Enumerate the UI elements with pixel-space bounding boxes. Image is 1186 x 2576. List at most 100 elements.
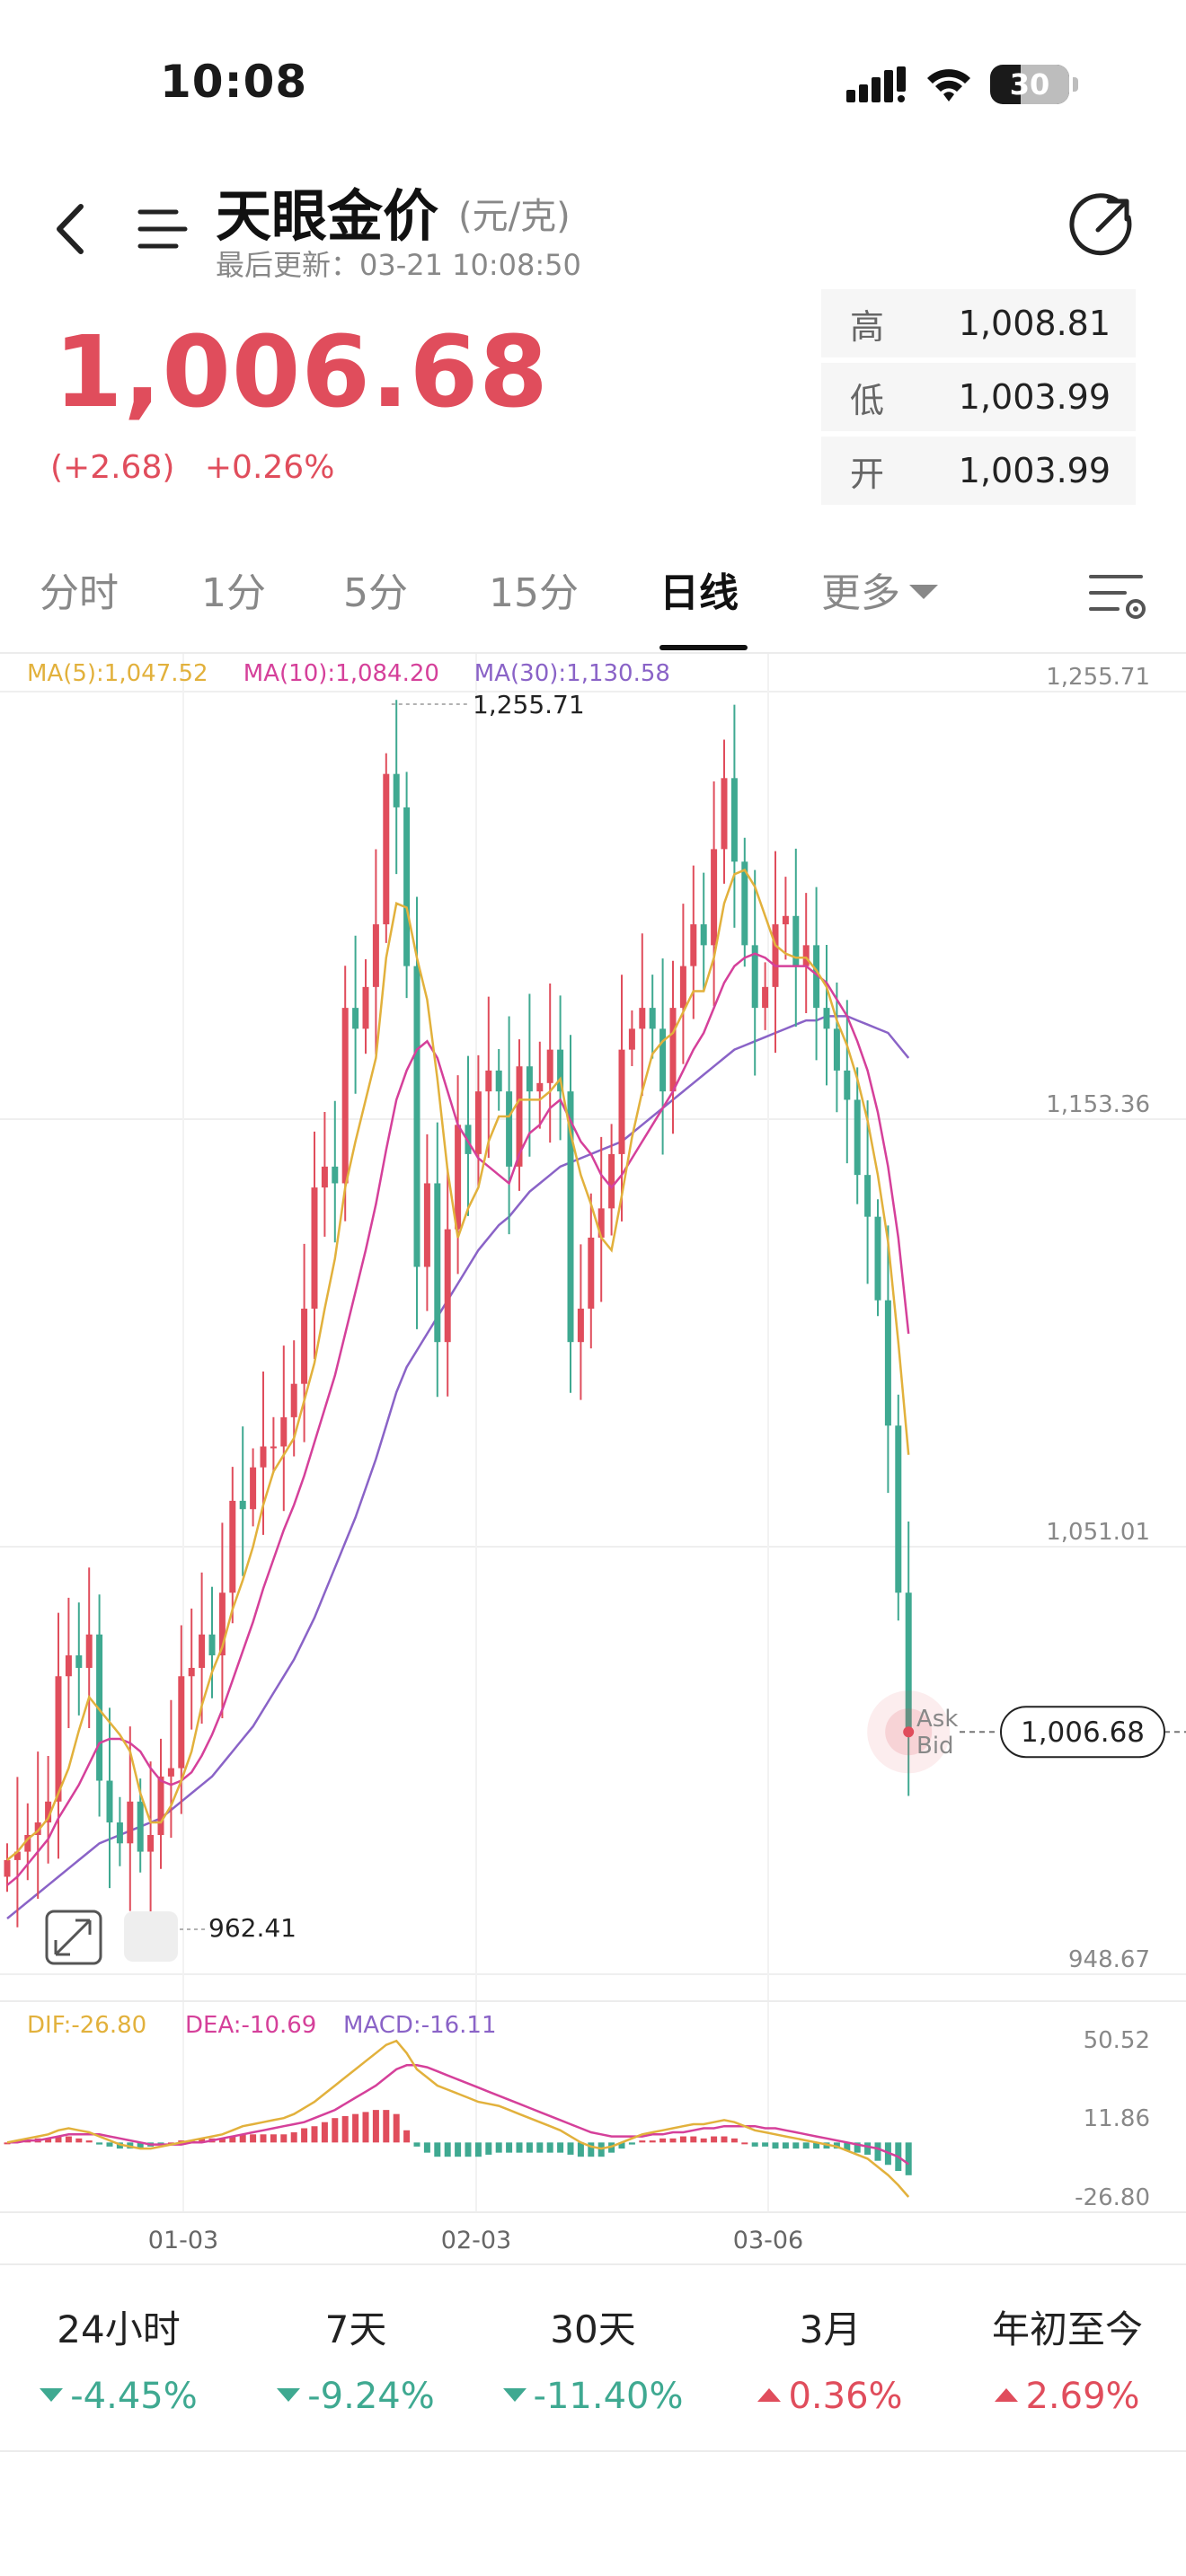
return-label: 24小时 [57,2307,181,2351]
period-returns: 24小时 -4.45% 7天 -9.24% 30天 -11.40% 3月 0.3… [0,2263,1186,2452]
return-value: -9.24% [237,2376,474,2417]
macd-bar [85,2140,93,2143]
return-3m[interactable]: 3月 0.36% [712,2265,949,2450]
macd-bar [813,2142,820,2149]
bid-label: Bid [916,1733,954,1760]
last-price-pill [1000,1706,1165,1759]
back-icon[interactable] [45,198,99,260]
candle-body [751,945,758,1009]
macd-bar [526,2142,533,2153]
macd-bar [137,2142,144,2149]
return-24h[interactable]: 24小时 -4.45% [0,2265,237,2450]
candle-body [229,1500,236,1593]
last-price-dot [903,1726,915,1738]
expand-arrows [54,1919,92,1956]
candle-body [679,966,686,1009]
min-price-label: 962.41 [208,1913,296,1943]
candle-body [588,1237,595,1309]
macd-bar [96,2142,103,2145]
last-price-label: 1,006.68 [1021,1716,1145,1749]
candle-body [772,924,779,987]
candle-body [833,1028,840,1071]
return-value: 2.69% [949,2376,1186,2417]
date-tick-label: 02-03 [441,2227,511,2254]
open-value: 1,003.99 [958,451,1111,490]
candle-body [516,1066,523,1167]
macd-bar [679,2136,686,2143]
candle-body [608,1153,615,1209]
macd-bar [730,2138,738,2143]
ma5-line [6,869,910,1861]
macd-bar [700,2138,707,2143]
share-icon[interactable] [1066,190,1137,262]
low-row: 低 1,003.99 [821,363,1136,431]
candle-body [506,1091,513,1167]
candle-body [905,1592,912,1733]
candle-body [413,966,420,1267]
candle-body [639,1008,646,1029]
return-30d[interactable]: 30天 -11.40% [474,2265,712,2450]
status-bar: 10:08 30 [0,0,1186,171]
active-tab-indicator [659,645,748,650]
macd-bar [413,2142,420,2147]
max-price-label: 1,255.71 [473,690,585,719]
macd-bar [792,2142,800,2149]
macd-bar [301,2128,308,2143]
candle-body [137,1801,144,1852]
macd-bar [721,2136,728,2143]
macd-legend-item: MACD:-16.11 [343,2012,497,2039]
candle-body [884,1300,891,1426]
macd-bar [403,2130,411,2143]
expand-frame [45,1910,102,1965]
tab-intraday[interactable]: 分时 [40,570,119,616]
macd-bar [455,2142,462,2157]
candle-body [669,1008,677,1092]
candle-body [423,1183,430,1267]
macd-bar [270,2134,277,2143]
chart-settings-icon[interactable] [1085,564,1152,631]
candle-body [341,1008,349,1184]
macd-bar [588,2142,595,2157]
tab-daily[interactable]: 日线 [659,570,739,616]
macd-axis-label: 11.86 [1084,2105,1150,2132]
price-chart[interactable]: MA(5):1,047.52 MA(10):1,084.20 MA(30):1,13… [0,654,1186,2263]
macd-bar [516,2142,523,2153]
macd-bar [762,2142,769,2147]
candlestick-chart[interactable]: MA(5):1,047.52 MA(10):1,084.20 MA(30):1,13… [0,654,1186,2263]
candle-body [311,1187,318,1309]
candle-body [649,1008,656,1029]
candle-body [75,1654,83,1668]
return-ytd[interactable]: 年初至今 2.69% [949,2265,1186,2450]
macd-bar [854,2142,861,2153]
page-title: 天眼金价 [216,183,439,249]
macd-bar [75,2138,83,2143]
macd-bar [239,2134,246,2143]
candle-body [577,1308,584,1343]
menu-icon[interactable] [133,199,192,259]
tab-5min[interactable]: 5分 [343,570,408,616]
macd-bar [341,2115,349,2143]
macd-bar [199,2138,206,2143]
tab-more[interactable]: 更多 [821,560,938,618]
candle-body [721,778,728,850]
candle-body [301,1308,308,1384]
chevron-down-icon [909,585,938,599]
candle-body [762,986,769,1009]
expand-icon[interactable] [45,1910,102,1965]
macd-bar [362,2112,369,2143]
candle-body [874,1216,881,1301]
macd-legend-item: DEA:-10.69 [185,2012,316,2039]
tab-15min[interactable]: 15分 [489,570,579,616]
macd-bar [250,2134,257,2143]
tab-more-label: 更多 [821,570,900,616]
candle-body [260,1446,267,1468]
tab-1min[interactable]: 1分 [201,570,266,616]
macd-bar [55,2136,62,2143]
candle-body [4,1859,11,1877]
candle-body [372,924,379,987]
date-tick-label: 03-06 [733,2227,803,2254]
return-7d[interactable]: 7天 -9.24% [237,2265,474,2450]
macd-bar [567,2142,574,2155]
candle-body [455,1125,462,1230]
candle-body [474,1091,482,1154]
